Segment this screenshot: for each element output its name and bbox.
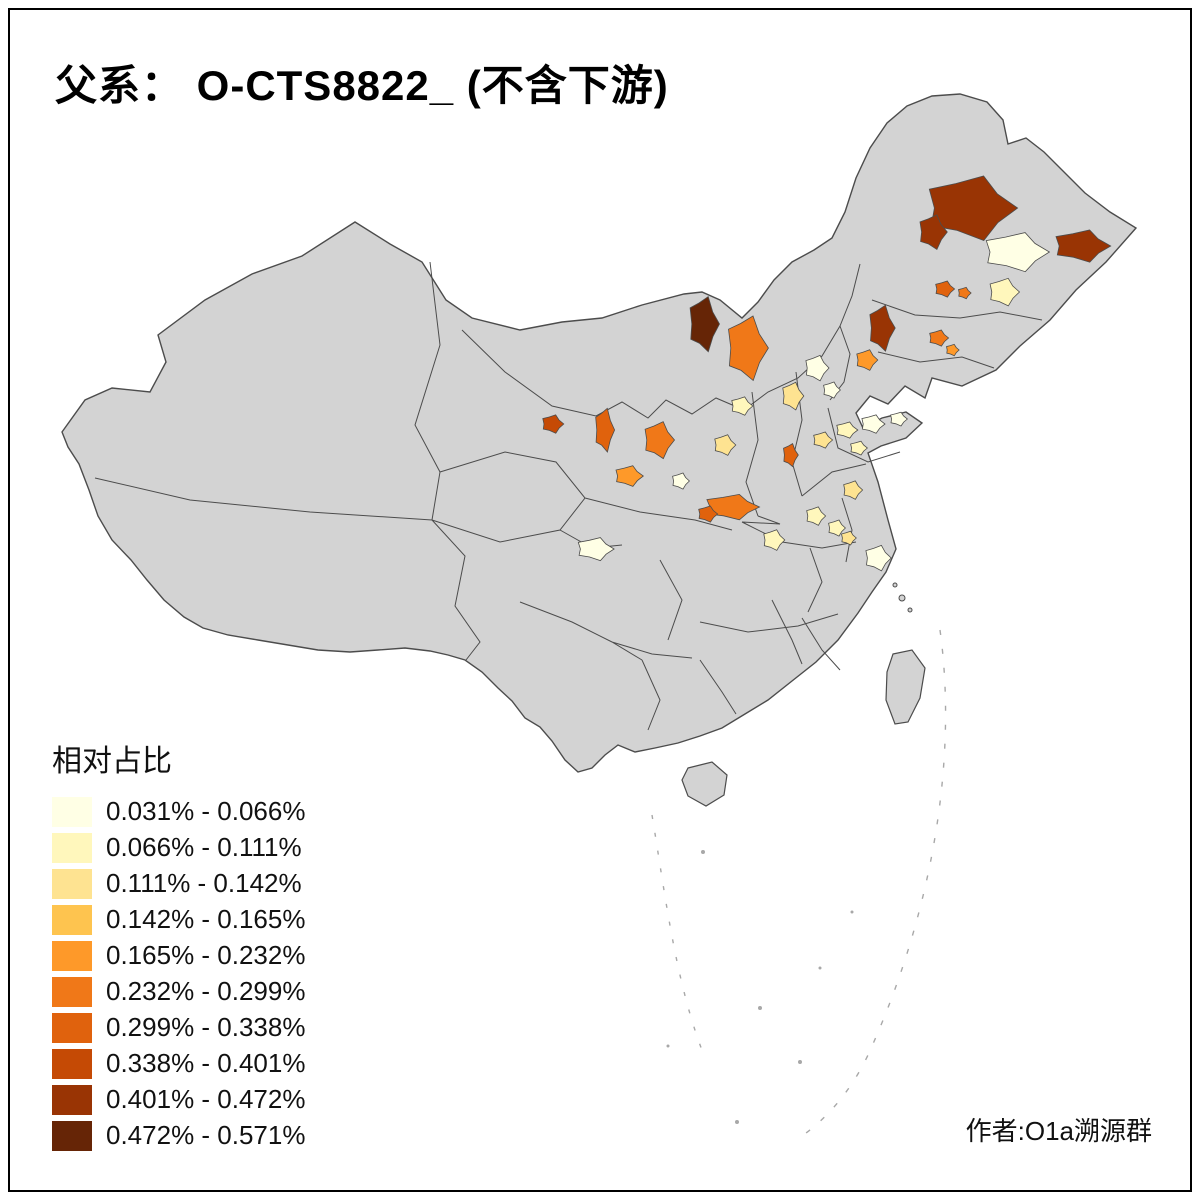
map-region-shandong-pale-d [850, 440, 869, 456]
map-region-heilongjiang-pale [985, 232, 1051, 273]
legend-swatch [52, 1012, 92, 1043]
legend-label: 0.165% - 0.232% [106, 940, 306, 970]
nine-dash-line-west [651, 814, 706, 1059]
map-region-hanzhong-dark [698, 505, 719, 523]
map-region-inner-mongolia-darkest [689, 295, 720, 353]
map-region-liaoning-a [929, 329, 950, 347]
map-region-ningxia-orange [595, 407, 616, 453]
map-region-shaanxi-mid-pale [672, 472, 690, 490]
legend-swatch [52, 832, 92, 863]
map-region-huaibei-pale-a [806, 506, 827, 526]
map-region-jilin-small-a [935, 280, 956, 298]
legend-item: 0.472% - 0.571% [52, 1120, 305, 1151]
legend-label: 0.472% - 0.571% [106, 1120, 306, 1150]
legend-item: 0.066% - 0.111% [52, 832, 305, 863]
page-title: 父系： O-CTS8822_ (不含下游) [55, 62, 669, 109]
map-region-hebei-yellow [782, 381, 805, 411]
legend-label: 0.299% - 0.338% [106, 1012, 306, 1042]
map-region-shaanxi-north-orange [644, 421, 676, 460]
legend-label: 0.401% - 0.472% [106, 1084, 306, 1114]
legend-label: 0.142% - 0.165% [106, 904, 306, 934]
map-region-anyang-red [783, 443, 799, 468]
map-region-heilongjiang-nenjiang [928, 175, 1019, 241]
legend-swatch [52, 868, 92, 899]
legend-swatch [52, 940, 92, 971]
legend-swatch [52, 1120, 92, 1151]
map-region-shanxi-north-pale [731, 396, 754, 416]
legend-items: 0.031% - 0.066% 0.066% - 0.111% 0.111% - 0… [52, 796, 305, 1151]
legend-label: 0.338% - 0.401% [106, 1048, 306, 1078]
legend-swatch [52, 1048, 92, 1079]
map-region-siping-orange [856, 349, 879, 371]
map-region-huaibei-pale-c [841, 530, 857, 546]
map-region-nanyang-pale [763, 529, 786, 551]
legend-label: 0.232% - 0.299% [106, 976, 306, 1006]
map-region-harbin-pale [989, 277, 1021, 307]
map-region-shanghai-pale [865, 544, 892, 572]
legend-item: 0.299% - 0.338% [52, 1012, 305, 1043]
map-region-huaibei-pale-b [828, 519, 846, 537]
legend-label: 0.066% - 0.111% [106, 832, 302, 862]
legend-title: 相对占比 [52, 745, 172, 778]
map-region-chengdu-cream [577, 537, 615, 562]
map-region-inner-mongolia-orange [728, 315, 769, 382]
map-region-heilongjiang-west-arm [919, 214, 948, 250]
legend-item: 0.232% - 0.299% [52, 976, 305, 1007]
map-region-shandong-pale-a [836, 421, 859, 439]
legend-item: 0.111% - 0.142% [52, 868, 305, 899]
legend-item: 0.142% - 0.165% [52, 904, 305, 935]
author-credit: 作者:O1a溯源群 [965, 1116, 1152, 1146]
legend-item: 0.338% - 0.401% [52, 1048, 305, 1079]
sea-islets [666, 850, 854, 1124]
map-region-linfen-yellow [714, 434, 737, 456]
map-region-liaoning-b [946, 343, 960, 357]
map-region-hebei-pale [823, 381, 841, 399]
legend-item: 0.031% - 0.066% [52, 796, 305, 827]
legend-item: 0.165% - 0.232% [52, 940, 305, 971]
zhoushan-islands [892, 582, 913, 613]
hainan-island [681, 761, 728, 807]
map-region-guyuan-orange [615, 465, 644, 487]
legend-label: 0.031% - 0.066% [106, 796, 306, 826]
legend-item: 0.401% - 0.472% [52, 1084, 305, 1115]
map-region-shandong-yellow-a [813, 431, 834, 449]
taiwan-island [885, 649, 926, 725]
legend: 相对占比 0.031% - 0.066% 0.066% - 0.111% 0.111… [52, 736, 305, 1156]
colored-regions [542, 175, 1112, 572]
legend-swatch [52, 904, 92, 935]
nine-dash-line-east [795, 629, 947, 1141]
map-region-gansu-dark-orange [542, 414, 565, 434]
map-region-heilongjiang-east [1055, 229, 1112, 263]
map-region-shandong-pale-c [890, 411, 909, 427]
map-region-jilin-small-b [958, 286, 972, 300]
map-region-songyuan-dark [869, 304, 896, 352]
legend-swatch [52, 976, 92, 1007]
legend-swatch [52, 1084, 92, 1115]
map-region-shandong-pale-b [861, 414, 886, 434]
map-region-jiangsu-north-yellow [843, 480, 864, 500]
map-region-beijing-pale [805, 354, 830, 382]
legend-swatch [52, 796, 92, 827]
legend-label: 0.111% - 0.142% [106, 868, 302, 898]
